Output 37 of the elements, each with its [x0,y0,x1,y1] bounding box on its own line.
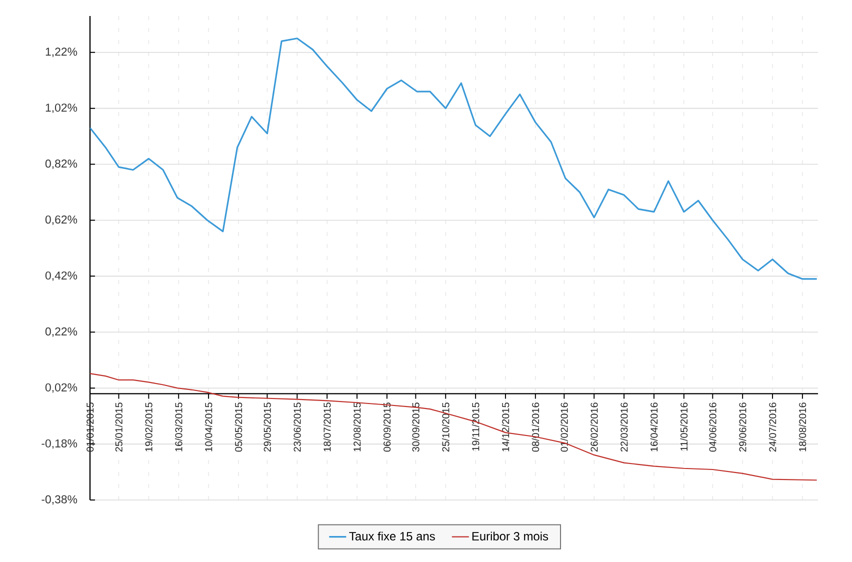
line-series [90,38,818,280]
y-tick-label: 0,82% [45,160,78,170]
x-tick-label: 12/08/2015 [353,402,361,452]
x-tick-label: 23/06/2015 [293,402,301,452]
x-tick-label: 29/06/2016 [738,402,746,452]
x-tick-label: 16/03/2015 [174,402,182,452]
x-tick-label: 16/04/2016 [650,402,658,452]
y-tick-label: -0,38% [42,495,78,505]
x-tick-label: 30/09/2015 [412,402,420,452]
x-tick-label: 25/01/2015 [115,402,122,452]
y-tick-label: 0,22% [45,327,78,337]
y-tick-label: -0,18% [42,439,78,449]
y-tick-label: 1,02% [46,104,78,114]
x-tick-label: 14/12/2015 [502,402,510,452]
x-tick-label: 26/02/2016 [590,402,598,452]
x-tick-label: 01/02/2016 [560,402,568,452]
x-tick-label: 11/05/2016 [680,402,688,451]
x-tick-label: 01/01/2015 [86,402,94,452]
x-tick-label: 10/04/2015 [204,402,212,452]
x-tick-label: 08/01/2016 [532,402,540,452]
x-tick-label: 24/07/2016 [768,402,776,452]
legend-label: Taux fixe 15 ans [349,532,435,540]
legend-label: Euribor 3 mois [472,532,548,540]
y-tick-label: 0,02% [45,383,78,393]
y-tick-label: 0,42% [45,271,78,281]
x-tick-label: 18/07/2015 [323,402,331,452]
x-tick-label: 04/06/2016 [708,402,716,452]
x-tick-label: 22/03/2016 [620,402,628,452]
x-tick-label: 18/08/2016 [798,402,806,452]
y-tick-label: 0,62% [45,215,78,225]
x-tick-label: 25/10/2015 [442,402,450,452]
x-tick-label: 05/05/2015 [234,402,242,452]
x-tick-label: 19/11/2015 [472,402,480,451]
x-tick-label: 29/05/2015 [264,402,271,452]
x-tick-label: 19/02/2015 [145,402,152,452]
x-tick-label: 06/09/2015 [383,402,391,452]
y-tick-label: 1,22% [46,48,78,58]
